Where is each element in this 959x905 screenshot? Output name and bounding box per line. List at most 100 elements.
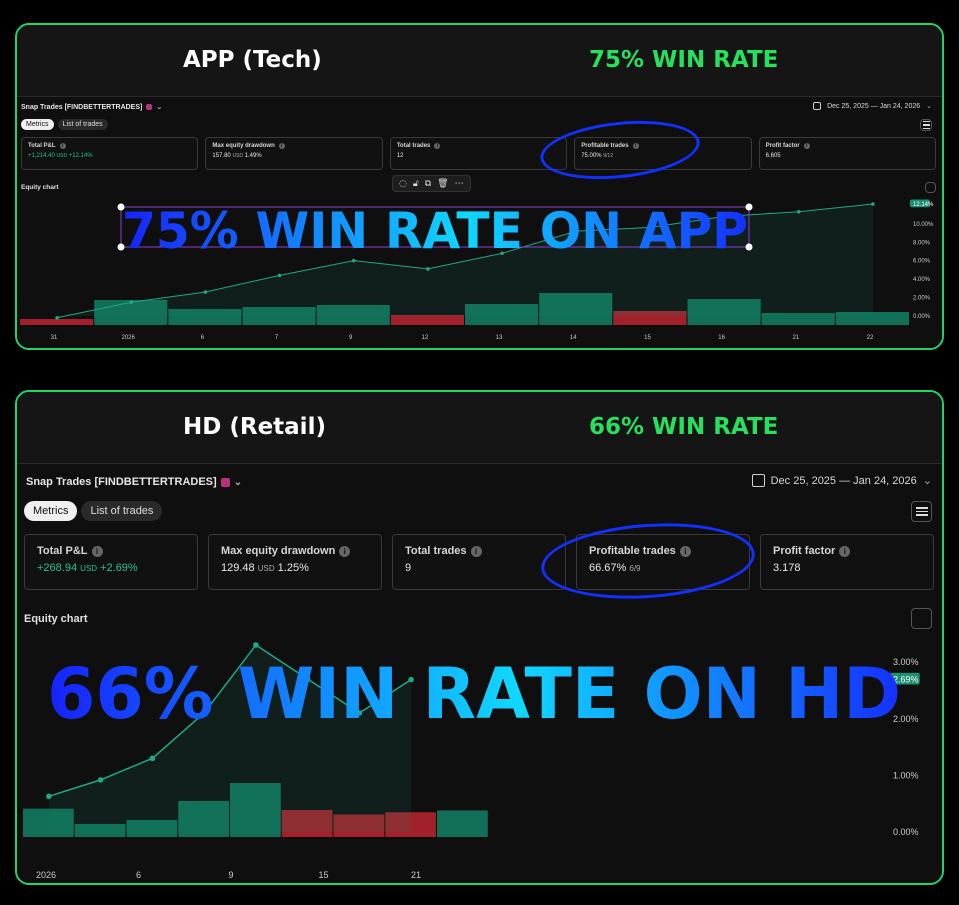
metric-value: 75.00% 9/12 [581, 153, 744, 159]
equity-point [46, 793, 52, 800]
headline-overlay-text: 75% WIN RATE ON APP [122, 202, 748, 260]
hd-date-text: Dec 25, 2025 — Jan 24, 2026 [770, 474, 917, 487]
y-tick-label: 0.00% [913, 314, 931, 320]
hd-equity-chart: 3.00% 2.69% 2.00% 1.00% 0.00% 2026 6 9 15 21 66% W… [23, 642, 920, 880]
metric-unit: USD [80, 564, 98, 573]
metric-label: Total P&L [28, 143, 56, 149]
expand-icon[interactable] [925, 182, 936, 193]
metric-label: Max equity drawdown [212, 143, 275, 149]
style-icon[interactable]: ◌ [399, 178, 407, 189]
info-icon[interactable]: i [803, 143, 810, 149]
metric-label: Total trades [396, 143, 431, 149]
equity-point [574, 229, 579, 233]
trade-bar [316, 305, 390, 325]
y-tick-label: 0.00% [893, 827, 919, 837]
last-value-badge [890, 672, 920, 685]
x-tick-label: 15 [318, 870, 328, 880]
equity-point [408, 676, 414, 683]
metric-number: 66.67% [589, 562, 627, 574]
lock-icon[interactable]: 🔓︎ [412, 178, 419, 189]
metric-value: +268.94 USD +2.69% [37, 562, 185, 574]
equity-line [48, 643, 412, 798]
hd-ticker: HD (Retail) [183, 414, 326, 440]
equity-point [356, 710, 363, 716]
metric-label: Total trades [405, 545, 467, 557]
hd-strategy-name: Snap Trades [FINDBETTERTRADES] [26, 476, 217, 488]
metric-label: Total P&L [37, 545, 88, 557]
x-tick-label: 9 [349, 335, 353, 341]
metric-label: Profitable trades [589, 545, 676, 557]
trade-bar [281, 810, 333, 837]
metric-unit: USD [56, 153, 68, 159]
metric-max-drawdown: Max equity drawdown i 157.80 USD 1.49% [205, 137, 383, 170]
more-icon[interactable]: ⋯ [454, 178, 464, 189]
equity-area [57, 204, 873, 318]
calendar-icon [751, 474, 765, 487]
app-panel: APP (Tech) 75% WIN RATE Snap Trades [FIN… [15, 23, 944, 350]
trade-bar [20, 319, 94, 325]
trade-bar [437, 810, 488, 837]
hd-date-range[interactable]: Dec 25, 2025 — Jan 24, 2026 ⌄ [751, 474, 932, 487]
metric-value: 9 [405, 562, 412, 574]
clone-icon[interactable]: ⧉ [424, 178, 432, 189]
metric-label: Profit factor [765, 143, 800, 149]
equity-area [48, 645, 412, 832]
metric-total-trades: Total trades i 12 [389, 137, 568, 170]
info-icon[interactable]: i [434, 143, 441, 149]
metric-value: 66.67% 6/9 [589, 562, 737, 574]
metric-extra: 6/9 [629, 564, 641, 573]
app-equity-title: Equity chart [21, 184, 59, 191]
info-icon[interactable]: i [679, 545, 691, 557]
equity-point [129, 300, 134, 304]
strategy-badge-icon [146, 104, 153, 110]
y-tick-label: 2.00% [913, 296, 931, 302]
menu-icon[interactable] [911, 501, 932, 522]
metric-total-pnl: Total P&L i +1,214.40 USD +12.14% [21, 137, 199, 170]
app-metrics-cards: Total P&L i +1,214.40 USD +12.14% Max equ… [21, 137, 937, 170]
tab-list-of-trades[interactable]: List of trades [57, 119, 108, 130]
chevron-down-icon: ⌄ [233, 476, 243, 488]
y-tick-label: 2.69% [893, 675, 919, 685]
expand-icon[interactable] [911, 608, 932, 629]
app-strategy-name: Snap Trades [FINDBETTERTRADES] [21, 103, 143, 111]
app-date-range[interactable]: Dec 25, 2025 — Jan 24, 2026 ⌄ [813, 102, 932, 110]
x-tick-label: 21 [411, 870, 421, 880]
x-tick-label: 7 [275, 335, 279, 341]
tab-metrics[interactable]: Metrics [24, 501, 78, 521]
hd-metrics-cards: Total P&L i +268.94 USD +2.69% Max equity… [24, 534, 934, 590]
metric-value: 129.48 USD 1.25% [221, 562, 369, 574]
x-tick-label: 22 [867, 335, 874, 341]
trash-icon[interactable]: 🗑︎ [437, 178, 449, 189]
info-icon[interactable]: i [470, 545, 482, 557]
menu-icon[interactable] [920, 119, 932, 131]
info-icon[interactable]: i [278, 143, 285, 149]
x-tick-label: 12 [422, 335, 429, 341]
y-tick-label: 6.00% [913, 259, 931, 265]
trade-bar [390, 315, 464, 325]
metric-max-drawdown: Max equity drawdown i 129.48 USD 1.25% [208, 534, 382, 590]
app-strategy-title[interactable]: Snap Trades [FINDBETTERTRADES] ⌄ [21, 103, 162, 112]
app-winrate: 75% WIN RATE [589, 47, 779, 73]
equity-point [648, 225, 653, 230]
hd-header: HD (Retail) 66% WIN RATE [17, 392, 942, 464]
y-tick-label: 2.00% [893, 714, 919, 724]
tab-metrics[interactable]: Metrics [21, 119, 54, 130]
x-tick-label: 6 [201, 335, 205, 341]
metric-value: +1,214.40 USD +12.14% [28, 153, 191, 159]
hd-strategy-title[interactable]: Snap Trades [FINDBETTERTRADES] ⌄ [26, 476, 242, 488]
equity-point [500, 251, 504, 256]
tab-list-of-trades[interactable]: List of trades [81, 501, 163, 521]
metric-number: +268.94 [37, 562, 78, 574]
metric-unit: USD [232, 153, 243, 159]
equity-point [304, 676, 311, 682]
info-icon[interactable]: i [59, 143, 66, 149]
info-icon[interactable]: i [339, 545, 351, 557]
metric-value: 3.178 [773, 562, 801, 574]
info-icon[interactable]: i [91, 545, 103, 557]
metric-value: 6.605 [765, 153, 781, 159]
info-icon[interactable]: i [839, 545, 851, 557]
trade-bar [385, 812, 436, 837]
y-tick-label: 10.00% [913, 222, 934, 228]
info-icon[interactable]: i [632, 143, 639, 149]
y-tick-label: 12.14% [913, 202, 934, 208]
